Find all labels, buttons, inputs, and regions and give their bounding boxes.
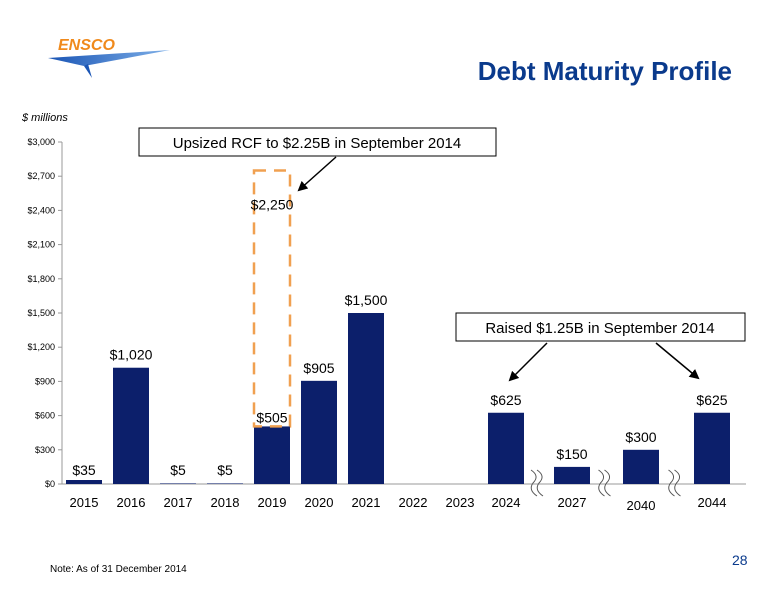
callout-text-bonds: Raised $1.25B in September 2014 bbox=[485, 320, 714, 337]
rcf-dashed-box bbox=[252, 169, 292, 428]
data-label-2021: $1,500 bbox=[345, 292, 388, 308]
bar-2024 bbox=[488, 412, 524, 484]
callout-text-rcf: Upsized RCF to $2.25B in September 2014 bbox=[173, 135, 462, 152]
data-label-2017: $5 bbox=[170, 462, 186, 478]
callout-box-rcf bbox=[138, 127, 497, 157]
y-tick-label: $1,200 bbox=[27, 342, 55, 352]
logo-text: ENSCO bbox=[58, 37, 115, 54]
callout-arrow-bonds-2024 bbox=[508, 342, 548, 382]
axis-break-mark bbox=[674, 469, 681, 497]
x-tick-label: 2044 bbox=[698, 495, 727, 510]
bar-2017 bbox=[160, 483, 196, 484]
callout-box-bonds bbox=[455, 312, 746, 342]
callout-arrow-bonds-2044 bbox=[655, 342, 700, 380]
bar-2021 bbox=[348, 313, 384, 484]
data-labels-layer: $35 $1,020 $5 $5 $505 $905 $1,500 $625 $150 $300 $… bbox=[72, 292, 727, 478]
rcf-label: $2,250 bbox=[251, 197, 294, 213]
axis-break-mark bbox=[598, 469, 605, 497]
data-label-2019: $505 bbox=[256, 409, 287, 425]
axis-break-mark bbox=[604, 469, 611, 497]
data-label-2024: $625 bbox=[490, 392, 521, 408]
bar-2027 bbox=[554, 466, 590, 484]
y-tick-label: $2,400 bbox=[27, 205, 55, 215]
axis-break-mark bbox=[668, 469, 675, 497]
x-tick-label: 2022 bbox=[399, 495, 428, 510]
x-tick-label: 2020 bbox=[305, 495, 334, 510]
bar-2019 bbox=[254, 426, 290, 484]
page-title: Debt Maturity Profile bbox=[477, 56, 732, 86]
y-tick-label: $900 bbox=[35, 376, 55, 386]
y-tick-label: $300 bbox=[35, 445, 55, 455]
x-tick-label: 2021 bbox=[352, 495, 381, 510]
x-tick-label: 2018 bbox=[211, 495, 240, 510]
x-tick-label: 2027 bbox=[558, 495, 587, 510]
x-tick-label: 2040 bbox=[627, 498, 656, 513]
data-label-2027: $150 bbox=[556, 446, 587, 462]
data-label-2020: $905 bbox=[303, 360, 334, 376]
x-tick-label: 2016 bbox=[117, 495, 146, 510]
bar-2020 bbox=[301, 380, 337, 484]
bar-2040 bbox=[623, 449, 659, 484]
axis-layer: $0 $300 $600 $900 $1,200 $1,500 $1,800 $2,100 $2… bbox=[27, 137, 746, 513]
data-label-2040: $300 bbox=[625, 429, 656, 445]
data-label-2016: $1,020 bbox=[110, 347, 153, 363]
data-label-2015: $35 bbox=[72, 462, 96, 478]
x-tick-label: 2019 bbox=[258, 495, 287, 510]
y-tick-label: $1,800 bbox=[27, 274, 55, 284]
data-label-2018: $5 bbox=[217, 462, 233, 478]
y-tick-label: $3,000 bbox=[27, 137, 55, 147]
axis-break-mark bbox=[536, 469, 544, 497]
axis-break-mark bbox=[530, 469, 538, 497]
bars-layer bbox=[66, 313, 730, 484]
y-tick-label: $1,500 bbox=[27, 308, 55, 318]
x-tick-label: 2017 bbox=[164, 495, 193, 510]
x-tick-label: 2023 bbox=[446, 495, 475, 510]
page-number: 28 bbox=[732, 552, 748, 568]
ensco-logo: ENSCO bbox=[48, 37, 170, 78]
x-tick-label: 2015 bbox=[70, 495, 99, 510]
y-tick-label: $0 bbox=[45, 479, 55, 489]
y-tick-label: $2,700 bbox=[27, 171, 55, 181]
callout-arrow-rcf bbox=[297, 156, 337, 192]
data-label-2044: $625 bbox=[696, 392, 727, 408]
x-tick-label: 2024 bbox=[492, 495, 521, 510]
footnote: Note: As of 31 December 2014 bbox=[50, 564, 187, 575]
y-tick-label: $600 bbox=[35, 411, 55, 421]
bar-2018 bbox=[207, 483, 243, 484]
y-tick-label: $2,100 bbox=[27, 240, 55, 250]
bar-2016 bbox=[113, 367, 149, 484]
units-label: $ millions bbox=[22, 112, 68, 124]
bar-2044 bbox=[694, 412, 730, 484]
annotations-layer: $2,250 Upsized RCF to $2.25B in September… bbox=[138, 127, 746, 428]
bar-2015 bbox=[66, 480, 102, 484]
